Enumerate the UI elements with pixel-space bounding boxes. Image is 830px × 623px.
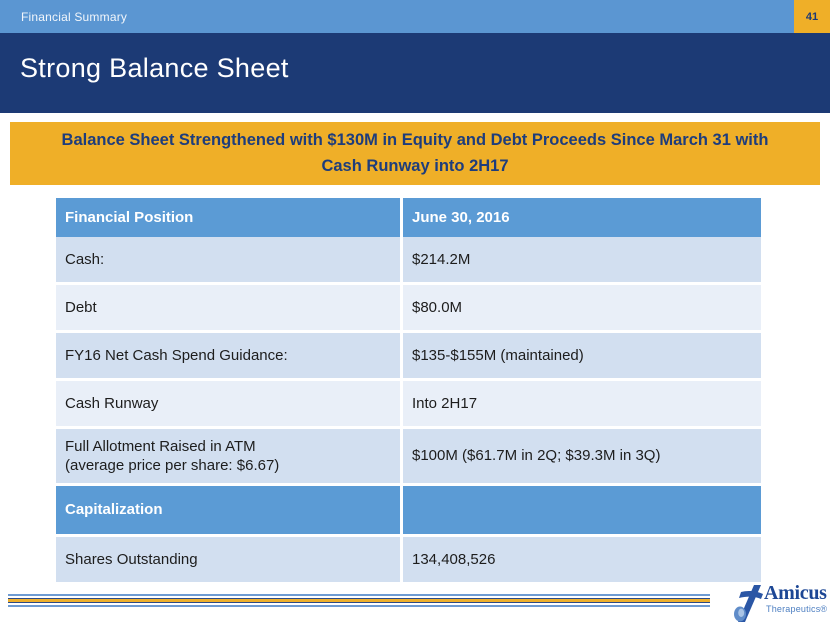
stripe-gold	[8, 599, 710, 602]
row-label: Capitalization	[56, 486, 400, 534]
title-bar: Strong Balance Sheet	[0, 33, 830, 113]
row-value: $100M ($61.7M in 2Q; $39.3M in 3Q)	[403, 429, 761, 483]
page-title: Strong Balance Sheet	[20, 53, 289, 83]
highlight-banner: Balance Sheet Strengthened with $130M in…	[10, 122, 820, 185]
row-label: Cash Runway	[56, 381, 400, 426]
financial-position-table: Financial Position June 30, 2016 Cash: $2…	[56, 198, 761, 582]
stripe-navy-bottom	[8, 602, 710, 603]
stripe-blue-top	[8, 594, 710, 596]
table-row: Cash Runway Into 2H17	[56, 381, 761, 426]
table-row: FY16 Net Cash Spend Guidance: $135-$155M …	[56, 333, 761, 378]
row-label: Cash:	[56, 237, 400, 282]
row-value: $135-$155M (maintained)	[403, 333, 761, 378]
table-header-row: Financial Position June 30, 2016	[56, 198, 761, 237]
row-label: Shares Outstanding	[56, 537, 400, 582]
page-number-badge: 41	[794, 0, 830, 33]
table-row: Cash: $214.2M	[56, 237, 761, 282]
table-row: Debt $80.0M	[56, 285, 761, 330]
logo-company-name: Amicus	[764, 582, 827, 604]
amicus-logo-icon	[734, 585, 763, 622]
top-bar: Financial Summary 41	[0, 0, 830, 33]
row-label: Full Allotment Raised in ATM (average pr…	[56, 429, 400, 483]
table-row: Shares Outstanding 134,408,526	[56, 537, 761, 582]
row-label: Debt	[56, 285, 400, 330]
company-logo: Amicus Therapeutics®	[733, 583, 830, 623]
row-value: Into 2H17	[403, 381, 761, 426]
banner-text: Balance Sheet Strengthened with $130M in…	[61, 130, 769, 175]
stripe-blue-bottom	[8, 605, 710, 607]
table-header-col1: Financial Position	[56, 198, 400, 237]
section-label: Financial Summary	[21, 9, 128, 24]
table-row: Full Allotment Raised in ATM (average pr…	[56, 429, 761, 483]
table-header-col2: June 30, 2016	[403, 198, 761, 237]
table-body: Cash: $214.2M Debt $80.0M FY16 Net Cash Spen…	[56, 237, 761, 582]
logo-company-subtitle: Therapeutics®	[766, 604, 828, 614]
row-value: $214.2M	[403, 237, 761, 282]
table-section-row: Capitalization	[56, 486, 761, 534]
logo-text: Amicus Therapeutics®	[764, 583, 827, 614]
stripe-navy-top	[8, 598, 710, 599]
row-value: 134,408,526	[403, 537, 761, 582]
row-value	[403, 486, 761, 534]
footer-divider	[8, 594, 710, 607]
row-label: FY16 Net Cash Spend Guidance:	[56, 333, 400, 378]
row-value: $80.0M	[403, 285, 761, 330]
